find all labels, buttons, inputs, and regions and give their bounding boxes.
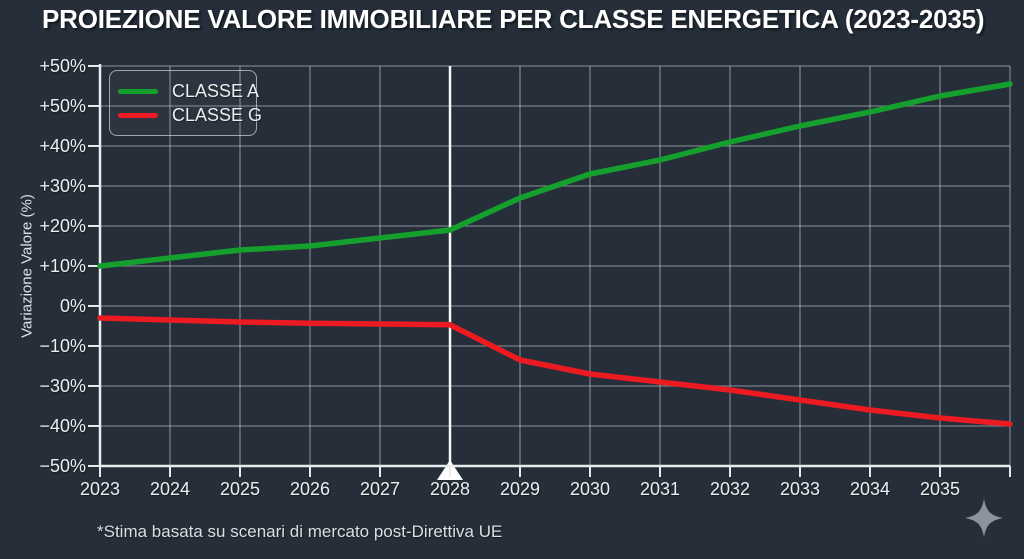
legend-label-classe-a: CLASSE A <box>172 80 260 101</box>
chart-title: PROIEZIONE VALORE IMMOBILIARE PER CLASSE… <box>42 4 985 34</box>
y-tick-label: −10% <box>39 336 86 356</box>
legend-item-classe-g: CLASSE G <box>118 103 262 127</box>
sparkle-shape <box>965 499 1003 537</box>
x-tick-label: 2025 <box>219 479 261 499</box>
legend-label-classe-g: CLASSE G <box>172 104 263 125</box>
x-tick-label: 2028 <box>429 479 471 499</box>
y-tick-label: +20% <box>39 216 86 236</box>
x-tick-label: 2035 <box>919 479 961 499</box>
y-tick-label: +30% <box>39 176 86 196</box>
x-tick-label: 2023 <box>79 479 121 499</box>
footnote-text: *Stima basata su scenari di mercato post… <box>97 522 503 541</box>
x-tick-label: 2031 <box>639 479 681 499</box>
y-tick-label: +50% <box>39 56 86 76</box>
x-tick-label: 2033 <box>779 479 821 499</box>
x-tick-label: 2034 <box>849 479 891 499</box>
x-tick-label: 2029 <box>499 479 541 499</box>
y-tick-label: +50% <box>39 96 86 116</box>
x-tick-label: 2024 <box>149 479 191 499</box>
series-line-classe-a <box>97 81 1013 269</box>
series-line-classe-g <box>97 315 1013 427</box>
legend-box: CLASSE A CLASSE G <box>109 70 262 136</box>
x-tick-label: 2032 <box>709 479 751 499</box>
classe-a-line-swatch <box>118 88 158 94</box>
legend-item-classe-a: CLASSE A <box>118 79 259 103</box>
x-tick-label: 2026 <box>289 479 331 499</box>
y-tick-label: +10% <box>39 256 86 276</box>
y-tick-label: 0% <box>59 296 86 316</box>
x-tick-label: 2030 <box>569 479 611 499</box>
y-tick-label: −30% <box>39 376 86 396</box>
x-tick-label: 2027 <box>359 479 401 499</box>
y-tick-label: −40% <box>39 416 86 436</box>
y-tick-label: −50% <box>39 456 86 476</box>
classe-g-line-swatch <box>118 112 158 118</box>
sparkle-icon <box>965 499 1003 537</box>
y-tick-label: +40% <box>39 136 86 156</box>
